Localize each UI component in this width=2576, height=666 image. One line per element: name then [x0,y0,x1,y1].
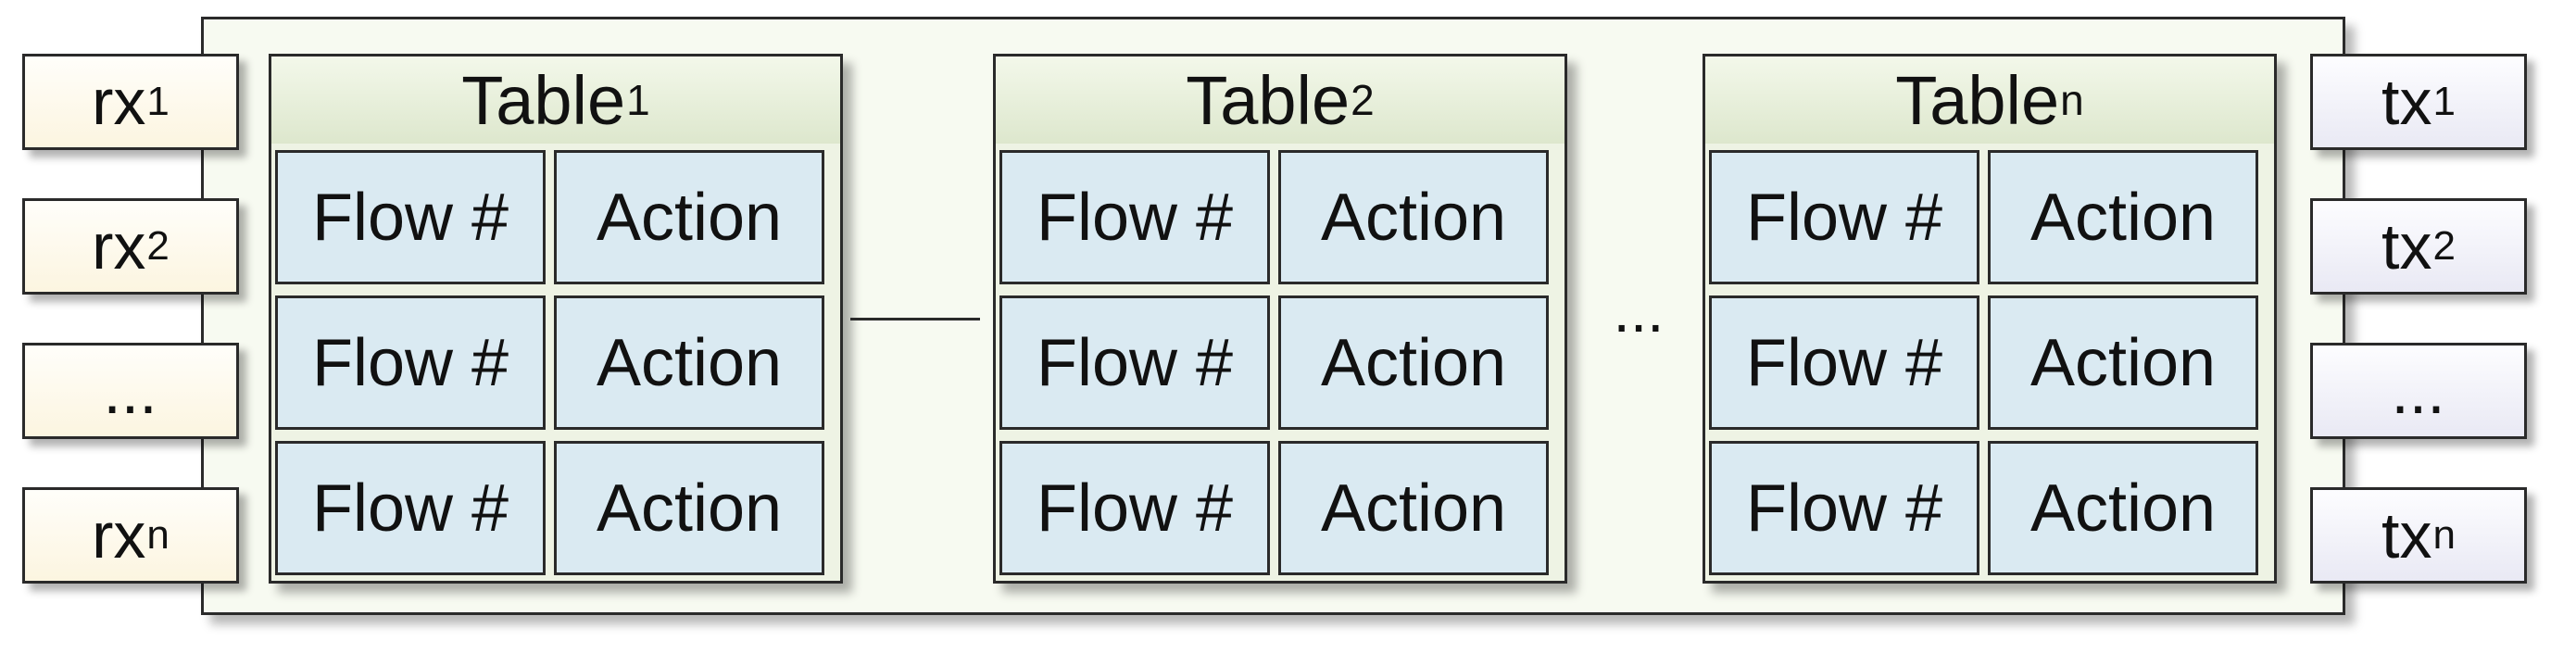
rx-port-1-subscript: 1 [146,79,170,124]
flow-table-1-header: Table 1 [271,57,840,144]
flow-cell: Flow # [999,150,1270,284]
rx-port-n: rx n [22,487,239,584]
rx-port-1-label: rx [92,66,146,138]
flow-table-1-title: Table [461,61,626,139]
action-cell: Action [1988,441,2258,575]
tx-port-2: tx 2 [2310,198,2527,295]
flow-table-2-header: Table 2 [996,57,1564,144]
rx-port-ellipsis: ... [22,343,239,439]
rx-port-n-subscript: n [146,512,170,558]
tx-port-2-subscript: 2 [2432,223,2456,269]
flow-table-n-title: Table [1895,61,2060,139]
tables-ellipsis: ... [1613,276,1665,345]
flow-table-n: Table n Flow # Action Flow # Action Flow … [1703,54,2277,584]
rx-port-2-label: rx [92,210,146,283]
tx-port-ellipsis: ... [2310,343,2527,439]
flow-table-1-subscript: 1 [626,76,650,124]
flow-cell: Flow # [999,441,1270,575]
flow-table-1: Table 1 Flow # Action Flow # Action Flow … [269,54,843,584]
action-cell: Action [1278,150,1549,284]
flow-table-n-subscript: n [2060,76,2084,124]
flow-table-n-header: Table n [1705,57,2274,144]
action-cell: Action [1278,441,1549,575]
rx-port-ellipsis-label: ... [103,355,157,427]
flow-cell: Flow # [275,441,546,575]
action-cell: Action [1988,295,2258,430]
flow-cell: Flow # [1709,295,1979,430]
tx-port-n-subscript: n [2432,512,2456,558]
action-cell: Action [554,441,824,575]
flow-cell: Flow # [1709,441,1979,575]
action-cell: Action [1988,150,2258,284]
flow-table-2-title: Table [1186,61,1351,139]
tx-port-n-label: tx [2381,499,2432,572]
action-cell: Action [554,150,824,284]
tx-port-ellipsis-label: ... [2391,355,2445,427]
tx-port-1-subscript: 1 [2432,79,2456,124]
flow-cell: Flow # [275,150,546,284]
flow-cell: Flow # [1709,150,1979,284]
rx-port-2: rx 2 [22,198,239,295]
rx-port-n-label: rx [92,499,146,572]
action-cell: Action [554,295,824,430]
tx-port-1-label: tx [2381,66,2432,138]
action-cell: Action [1278,295,1549,430]
tx-port-1: tx 1 [2310,54,2527,150]
flow-cell: Flow # [999,295,1270,430]
tx-port-2-label: tx [2381,210,2432,283]
rx-port-1: rx 1 [22,54,239,150]
flow-table-2-subscript: 2 [1351,76,1375,124]
flow-table-2: Table 2 Flow # Action Flow # Action Flow … [993,54,1567,584]
tx-port-n: tx n [2310,487,2527,584]
flow-cell: Flow # [275,295,546,430]
rx-port-2-subscript: 2 [146,223,170,269]
table-connector-line [850,318,980,320]
